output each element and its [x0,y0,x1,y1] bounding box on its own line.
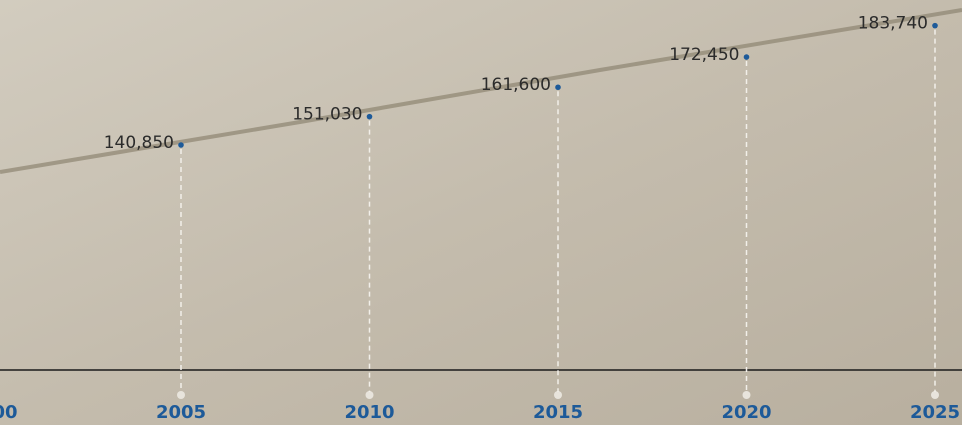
value-label: 161,600 [481,75,551,95]
x-tick-label: 2005 [156,402,206,423]
x-tick-label: 2010 [344,402,394,423]
point [932,23,938,29]
x-tick-label: 2025 [910,402,960,423]
tick-dot [554,391,562,399]
tick-dot [931,391,939,399]
point [744,54,750,60]
value-label: 140,850 [104,133,174,153]
tick-dot [366,391,374,399]
x-tick-label: 2015 [533,402,583,423]
x-tick-label: 2020 [721,402,771,423]
point [367,114,373,120]
value-label: 183,740 [858,14,928,34]
value-label: 151,030 [292,105,362,125]
point [555,84,561,90]
chart: 2000 2005 2010 2015 2020 2025 140,850 151,030 16… [0,0,962,425]
tick-dot [743,391,751,399]
page: {"chart_data": {"type": "line", "x": [20… [0,0,962,425]
tick-dot [177,391,185,399]
point [178,142,184,148]
value-label: 172,450 [669,45,739,65]
x-tick-label: 2000 [0,402,18,423]
background [0,0,962,425]
